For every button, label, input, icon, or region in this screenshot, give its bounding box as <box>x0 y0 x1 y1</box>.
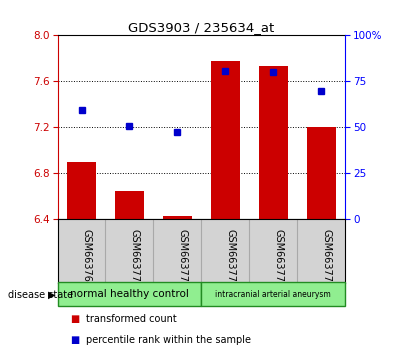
Text: normal healthy control: normal healthy control <box>70 289 189 299</box>
Bar <box>259 67 288 219</box>
Text: disease state: disease state <box>8 290 73 299</box>
Bar <box>211 61 240 219</box>
Bar <box>307 127 336 219</box>
Bar <box>163 216 192 219</box>
Text: GSM663771: GSM663771 <box>178 229 187 288</box>
FancyBboxPatch shape <box>201 282 345 306</box>
Text: ■: ■ <box>70 314 79 324</box>
Text: percentile rank within the sample: percentile rank within the sample <box>86 335 251 345</box>
Text: GSM663773: GSM663773 <box>273 229 283 288</box>
Text: GSM663770: GSM663770 <box>129 229 139 288</box>
Text: GSM663774: GSM663774 <box>321 229 331 288</box>
Text: ■: ■ <box>70 335 79 345</box>
Text: ▶: ▶ <box>48 290 55 299</box>
Bar <box>115 191 144 219</box>
Text: GDS3903 / 235634_at: GDS3903 / 235634_at <box>128 21 275 34</box>
Bar <box>67 162 96 219</box>
FancyBboxPatch shape <box>58 282 201 306</box>
Text: GSM663769: GSM663769 <box>81 229 92 288</box>
Text: intracranial arterial aneurysm: intracranial arterial aneurysm <box>215 290 331 299</box>
Text: transformed count: transformed count <box>86 314 177 324</box>
Text: GSM663772: GSM663772 <box>225 229 236 288</box>
